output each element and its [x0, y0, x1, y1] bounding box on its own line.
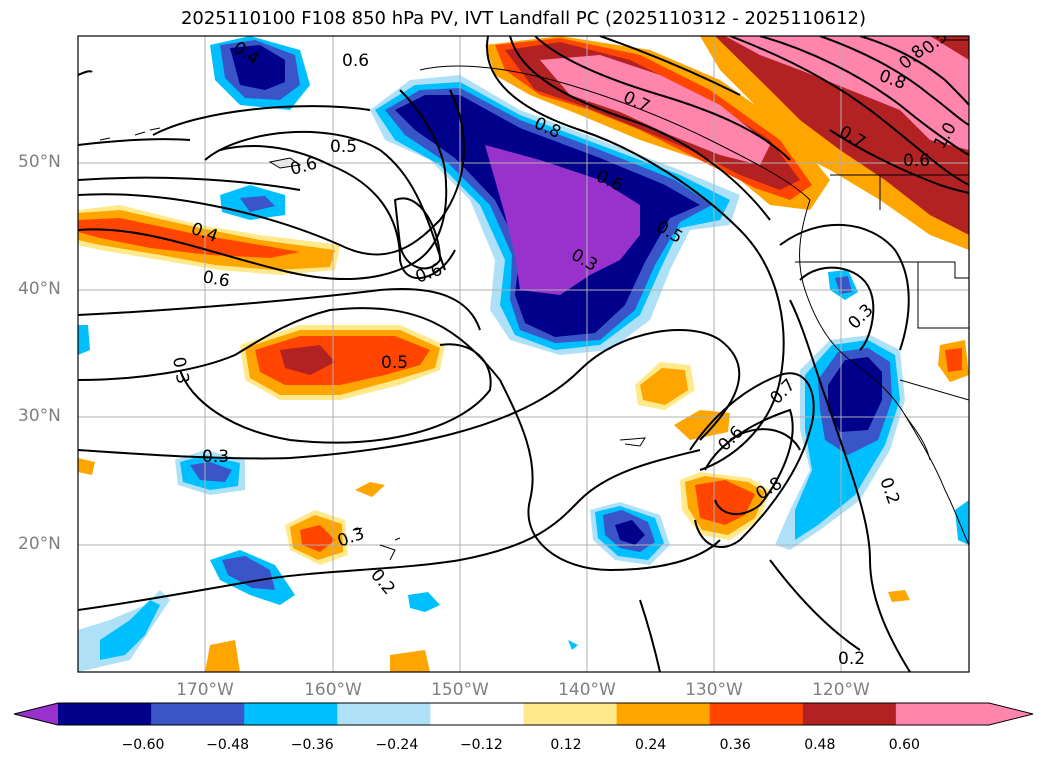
colorbar-bin	[337, 703, 431, 725]
contour-label: 0.6	[903, 151, 930, 171]
map-panel: 0.4 0.6 0.5 0.6 0.8 0.7 0.6 0.3 0.5 0.8 …	[78, 36, 969, 672]
colorbar-extend-high	[989, 703, 1033, 725]
colorbar-tick-label: −0.36	[290, 737, 334, 753]
colorbar-bin	[523, 703, 618, 725]
contour-label: 0.6	[201, 267, 231, 291]
colorbar-tick-label: −0.48	[206, 737, 250, 753]
lon-label-160w: 160°W	[304, 680, 362, 700]
colorbar-tick-label: −0.12	[459, 737, 503, 753]
colorbar-tick-label: 0.24	[635, 737, 667, 753]
colorbar-tick-label: 0.48	[804, 737, 836, 753]
colorbar-outline	[13, 702, 1034, 726]
colorbar-bin	[151, 703, 245, 725]
lon-label-130w: 130°W	[685, 680, 743, 700]
colorbar-bin	[616, 703, 711, 725]
ivt-contours	[78, 36, 969, 672]
colorbar-tick-label: 0.60	[888, 737, 920, 753]
colorbar	[13, 702, 1034, 726]
lat-label-20n: 20°N	[18, 534, 61, 554]
map-frame	[77, 35, 970, 673]
figure-title: 2025110100 F108 850 hPa PV, IVT Landfall…	[180, 8, 867, 29]
colorbar-bin	[802, 703, 897, 725]
contour-label: 0.2	[838, 649, 865, 669]
lat-label-50n: 50°N	[18, 152, 61, 172]
colorbar-bin	[244, 703, 338, 725]
colorbar-extend-low	[14, 703, 58, 725]
coastlines	[99, 39, 969, 561]
lat-label-40n: 40°N	[18, 279, 61, 299]
colorbar-bin	[895, 703, 990, 725]
lon-label-120w: 120°W	[812, 680, 870, 700]
colorbar-tick-label: 0.36	[719, 737, 751, 753]
lon-label-170w: 170°W	[176, 680, 234, 700]
colorbar-bin	[58, 703, 152, 725]
lon-label-150w: 150°W	[431, 680, 489, 700]
contour-label: 0.6	[342, 51, 369, 71]
contour-label: 0.5	[381, 353, 408, 373]
colorbar-tick-label: 0.12	[550, 737, 582, 753]
contour-label: 0.3	[168, 355, 192, 385]
colorbar-bin	[709, 703, 804, 725]
lat-label-30n: 30°N	[18, 406, 61, 426]
gridlines	[78, 36, 969, 672]
colorbar-tick-label: −0.24	[375, 737, 419, 753]
contour-label: 0.3	[202, 447, 229, 467]
colorbar-bin	[430, 703, 524, 725]
lon-label-140w: 140°W	[558, 680, 616, 700]
colorbar-tick-label: −0.60	[121, 737, 165, 753]
contour-label: 0.5	[330, 137, 357, 157]
